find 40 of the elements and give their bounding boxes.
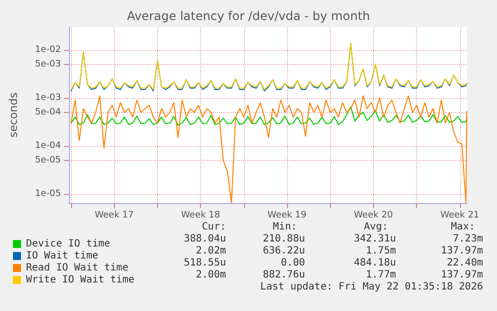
text: 0.00 (280, 258, 305, 268)
y-axis-title: seconds (7, 92, 20, 138)
text: 342.31u (354, 234, 396, 244)
y-tick-label: 1e-02 (35, 44, 61, 55)
text: Last update: Fri May 22 01:35:18 2026 (260, 282, 483, 292)
text: 2.02m (196, 246, 226, 256)
text: 484.18u (354, 258, 396, 268)
text: 137.97m (440, 270, 483, 280)
chart-title: Average latency for /dev/vda - by month (127, 9, 370, 23)
text: 2.00m (196, 270, 226, 280)
legend-label: Read IO Wait time (26, 262, 128, 274)
x-tick-label: Week 21 (440, 210, 480, 220)
text: 22.40m (446, 258, 483, 268)
y-tick-label: 5e-04 (35, 107, 62, 118)
text: 1.75m (366, 246, 396, 256)
line-series (70, 106, 468, 126)
y-tick-label: 1e-03 (35, 92, 61, 103)
text: Max: (450, 222, 475, 232)
y-tick-label: 1e-05 (35, 189, 61, 200)
text: 388.04u (184, 234, 226, 244)
text: 1.77m (366, 270, 396, 280)
y-tick-label: 1e-04 (35, 140, 62, 151)
x-tick-label: Week 17 (94, 210, 134, 220)
x-tick-label: Week 19 (268, 210, 307, 220)
text: 137.97m (440, 246, 483, 256)
text: Min: (272, 222, 297, 232)
legend-label: Device IO time (26, 238, 110, 250)
y-tick-label: 5e-03 (35, 59, 61, 70)
x-tick-label: Week 20 (354, 210, 394, 220)
text: 7.23m (452, 234, 483, 244)
legend-label: Write IO Wait time (26, 274, 134, 286)
text: 882.76u (262, 270, 305, 280)
y-tick-label: 5e-05 (35, 155, 61, 166)
legend-label: IO Wait time (26, 250, 98, 262)
text: 210.88u (262, 234, 305, 244)
text: 636.22u (262, 246, 305, 256)
text: Cur: (202, 222, 226, 232)
text: Avg: (364, 222, 388, 232)
x-tick-label: Week 18 (181, 210, 220, 220)
text: 518.55u (184, 258, 226, 268)
